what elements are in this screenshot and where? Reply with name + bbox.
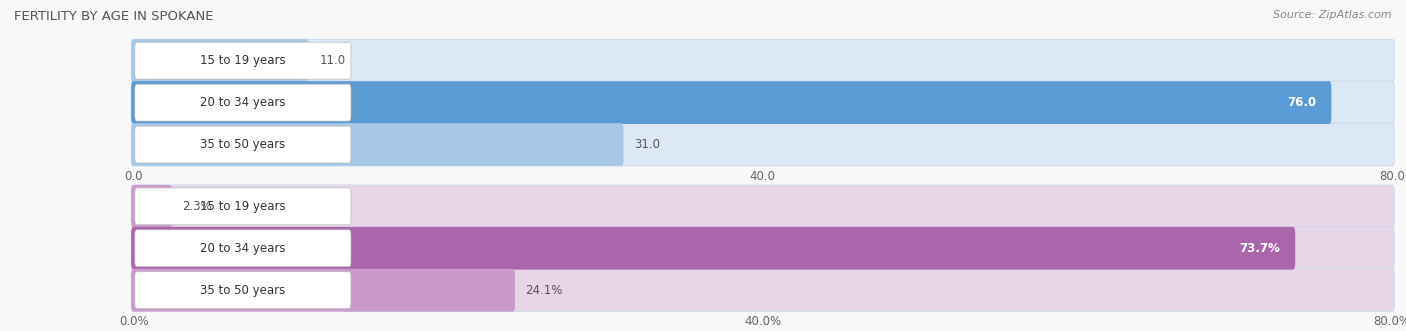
FancyBboxPatch shape	[131, 269, 515, 311]
Text: 73.7%: 73.7%	[1240, 242, 1281, 255]
Text: Source: ZipAtlas.com: Source: ZipAtlas.com	[1274, 10, 1392, 20]
FancyBboxPatch shape	[135, 84, 352, 121]
FancyBboxPatch shape	[135, 272, 352, 308]
FancyBboxPatch shape	[131, 185, 172, 228]
Text: 35 to 50 years: 35 to 50 years	[200, 138, 285, 151]
Text: 31.0: 31.0	[634, 138, 659, 151]
Text: 24.1%: 24.1%	[526, 284, 562, 297]
FancyBboxPatch shape	[131, 269, 1395, 311]
Text: 15 to 19 years: 15 to 19 years	[200, 54, 285, 67]
FancyBboxPatch shape	[131, 39, 309, 82]
Text: 2.3%: 2.3%	[183, 200, 212, 213]
Text: FERTILITY BY AGE IN SPOKANE: FERTILITY BY AGE IN SPOKANE	[14, 10, 214, 23]
FancyBboxPatch shape	[135, 126, 352, 163]
FancyBboxPatch shape	[131, 227, 1295, 270]
FancyBboxPatch shape	[131, 185, 1395, 228]
FancyBboxPatch shape	[131, 123, 1395, 166]
FancyBboxPatch shape	[135, 188, 352, 225]
Text: 20 to 34 years: 20 to 34 years	[200, 96, 285, 109]
FancyBboxPatch shape	[131, 123, 623, 166]
Text: 15 to 19 years: 15 to 19 years	[200, 200, 285, 213]
FancyBboxPatch shape	[131, 81, 1395, 124]
FancyBboxPatch shape	[135, 42, 352, 79]
Text: 11.0: 11.0	[319, 54, 346, 67]
FancyBboxPatch shape	[131, 227, 1395, 270]
Text: 35 to 50 years: 35 to 50 years	[200, 284, 285, 297]
FancyBboxPatch shape	[131, 81, 1331, 124]
FancyBboxPatch shape	[135, 230, 352, 267]
Text: 20 to 34 years: 20 to 34 years	[200, 242, 285, 255]
Text: 76.0: 76.0	[1288, 96, 1316, 109]
FancyBboxPatch shape	[131, 39, 1395, 82]
